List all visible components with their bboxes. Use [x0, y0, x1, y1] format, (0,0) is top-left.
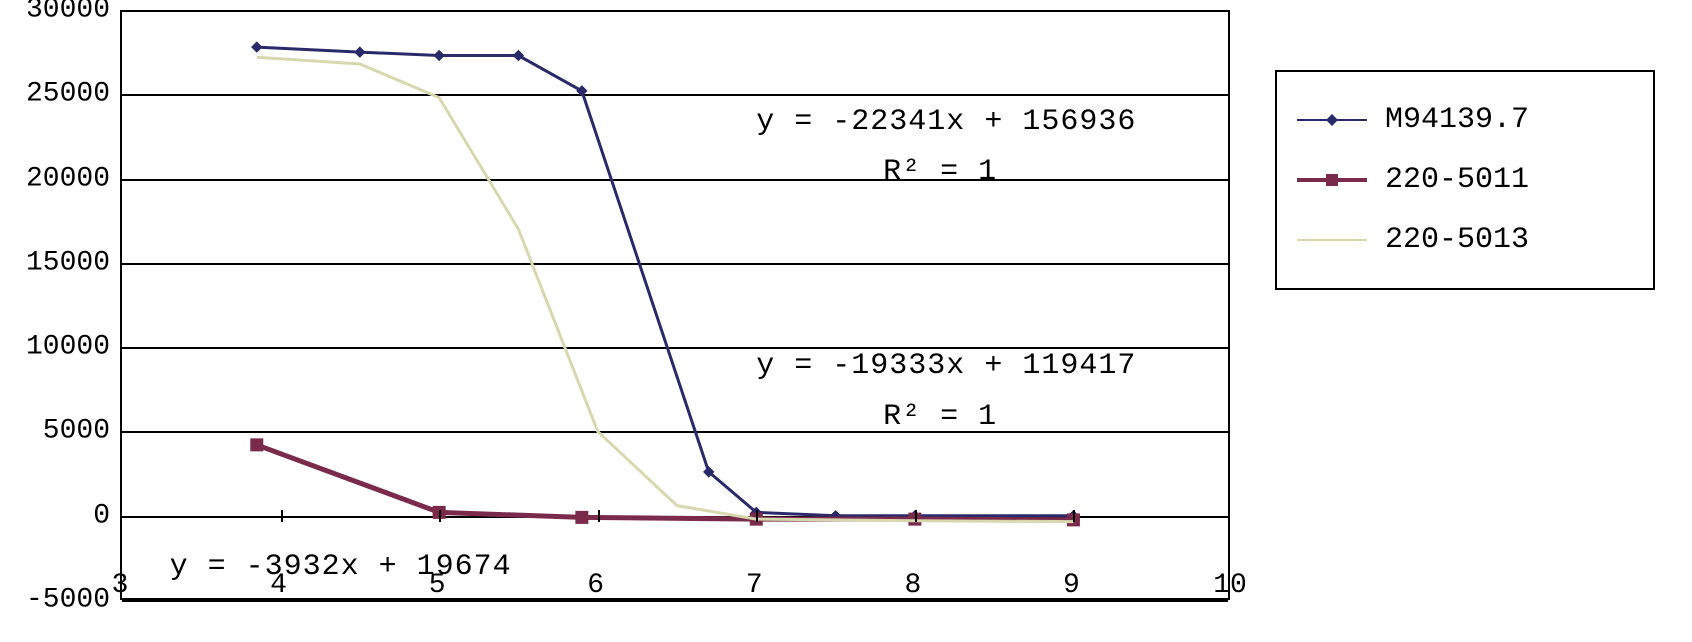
y-tick-label: 0 — [93, 500, 110, 531]
series-marker-0 — [434, 51, 444, 61]
legend: M94139.7 220-5011 220-5013 — [1275, 70, 1655, 290]
legend-label: 220-5013 — [1385, 223, 1529, 257]
legend-label: M94139.7 — [1385, 103, 1529, 137]
y-tick-label: -5000 — [26, 585, 110, 616]
legend-marker-icon — [1324, 112, 1340, 128]
legend-item: 220-5011 — [1297, 150, 1633, 210]
annotation-3: R² = 1 — [883, 400, 997, 434]
series-marker-1 — [251, 439, 263, 451]
annotation-0: y = -22341x + 156936 — [756, 105, 1136, 139]
y-tick-label: 5000 — [43, 416, 110, 447]
legend-item: 220-5013 — [1297, 210, 1633, 270]
annotation-4: y = -3932x + 19674 — [170, 550, 512, 584]
y-tick-label: 15000 — [26, 247, 110, 278]
series-layer — [122, 10, 1232, 600]
legend-label: 220-5011 — [1385, 163, 1529, 197]
annotation-2: y = -19333x + 119417 — [756, 349, 1136, 383]
series-marker-1 — [576, 511, 588, 523]
legend-swatch — [1297, 168, 1367, 192]
x-tick-mark — [915, 510, 917, 522]
legend-item: M94139.7 — [1297, 90, 1633, 150]
gridline — [122, 600, 1228, 602]
legend-swatch — [1297, 228, 1367, 252]
series-marker-0 — [355, 47, 365, 57]
series-line-1 — [257, 445, 1074, 520]
legend-swatch — [1297, 108, 1367, 132]
x-tick-mark — [281, 510, 283, 522]
plot-area: y = -22341x + 156936 R² = 1 y = -19333x + … — [120, 10, 1230, 600]
chart-container: -5000050001000015000200002500030000 3456… — [0, 0, 1692, 642]
series-marker-0 — [252, 42, 262, 52]
x-tick-mark — [1073, 510, 1075, 522]
y-tick-label: 30000 — [26, 0, 110, 26]
y-tick-label: 20000 — [26, 163, 110, 194]
y-tick-label: 10000 — [26, 332, 110, 363]
y-tick-label: 25000 — [26, 79, 110, 110]
x-tick-mark — [439, 510, 441, 522]
x-tick-mark — [598, 510, 600, 522]
annotation-1: R² = 1 — [883, 155, 997, 189]
legend-marker-icon — [1324, 172, 1340, 188]
x-tick-mark — [756, 510, 758, 522]
